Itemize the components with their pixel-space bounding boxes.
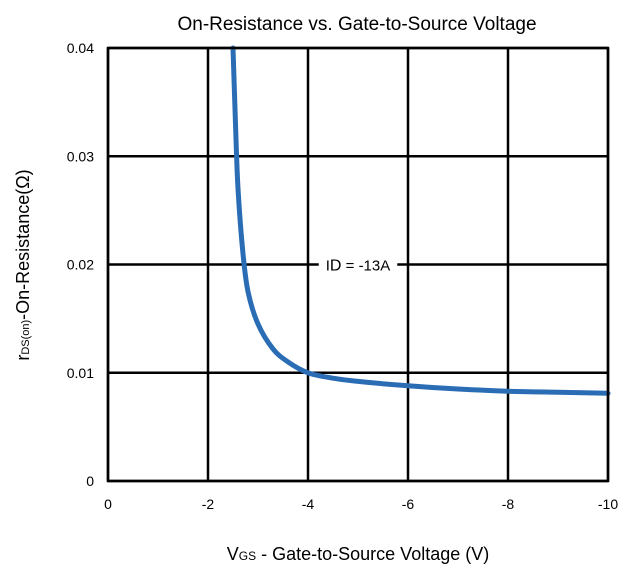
y-tick-label: 0.03	[67, 148, 94, 164]
y-axis-label-sub: DS(on)	[20, 320, 32, 355]
chart-title: On-Resistance vs. Gate-to-Source Voltage	[177, 14, 536, 35]
x-tick-label: 0	[104, 496, 112, 512]
x-tick-label: -2	[202, 496, 215, 512]
annotation-main: I	[326, 258, 330, 275]
x-axis-label: VGS - Gate-to-Source Voltage (V)	[227, 544, 489, 564]
annotation-text: ID = -13A	[326, 258, 391, 275]
x-tick-label: -4	[302, 496, 315, 512]
annotations: ID = -13A	[318, 254, 398, 278]
y-tick-label: 0.02	[67, 257, 94, 273]
y-axis-label-rest: -On-Resistance(Ω)	[13, 169, 33, 320]
plot-frame	[106, 46, 610, 483]
tick-labels: 0 -2 -4 -6 -8 -10 0 0.01 0.02 0.03 0.04	[67, 40, 619, 512]
y-axis-label: rDS(on)-On-Resistance(Ω)	[13, 169, 33, 360]
y-tick-label: 0.01	[67, 365, 94, 381]
annotation-0: ID = -13A	[318, 254, 398, 278]
x-axis-label-sub: GS	[239, 549, 256, 563]
y-tick-label: 0.04	[67, 40, 94, 56]
annotation-sub: D	[330, 258, 342, 275]
x-axis-label-main: V	[227, 544, 239, 564]
series-layer	[230, 45, 611, 396]
y-axis-label-main: r	[13, 355, 33, 361]
series-line-0	[230, 45, 611, 396]
annotation-background	[318, 254, 398, 278]
y-tick-label: 0	[86, 473, 94, 489]
x-tick-label: -6	[402, 496, 415, 512]
x-tick-label: -8	[502, 496, 515, 512]
x-axis-label-rest: - Gate-to-Source Voltage (V)	[256, 544, 489, 564]
annotation-rest: = -13A	[341, 258, 390, 275]
x-tick-label: -10	[598, 496, 618, 512]
